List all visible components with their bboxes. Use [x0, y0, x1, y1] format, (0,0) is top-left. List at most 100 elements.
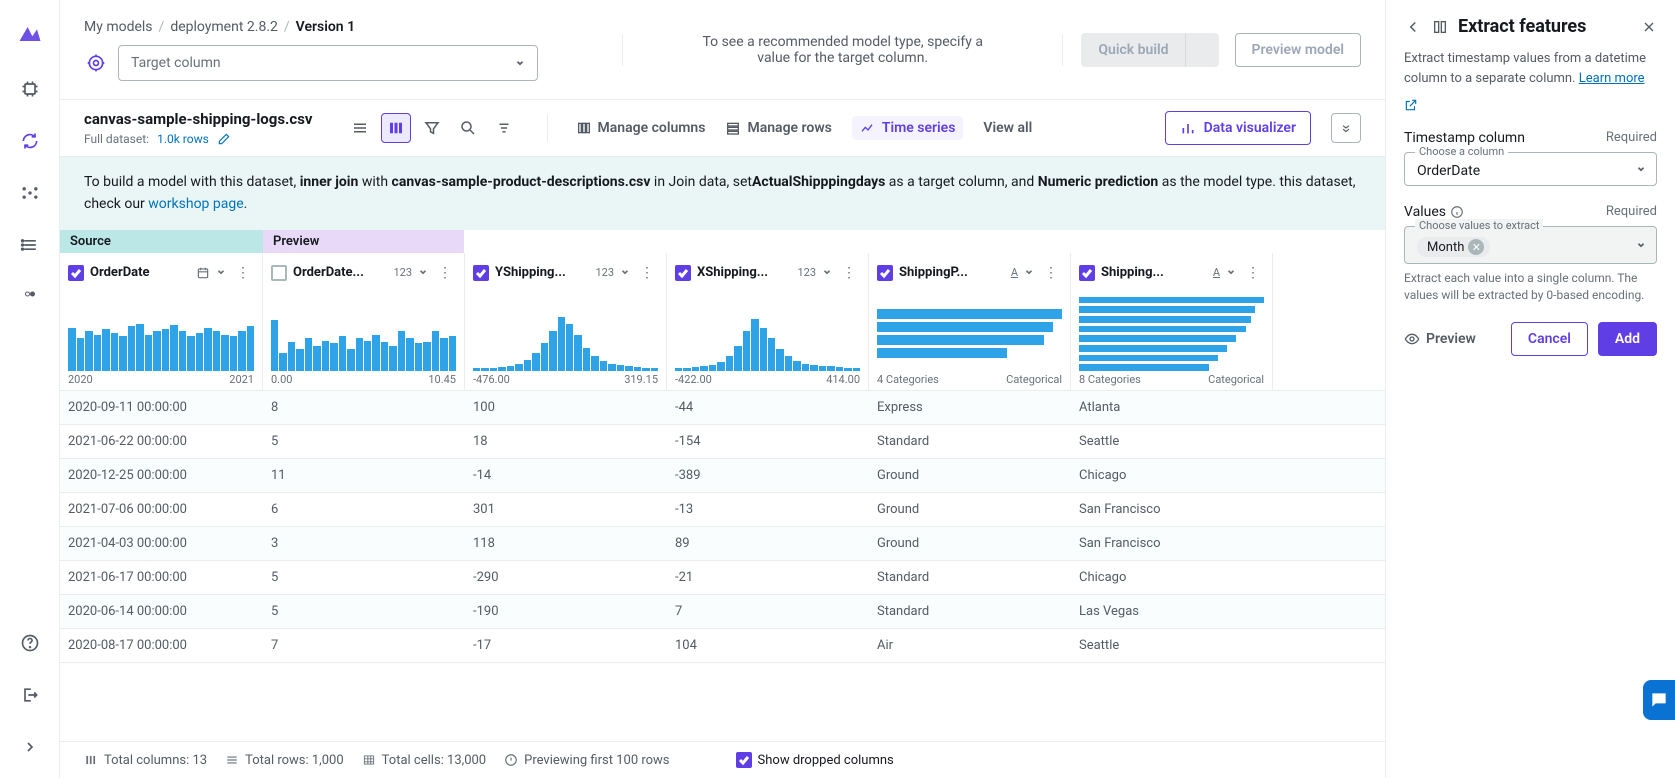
chevron-down-icon[interactable] [418, 265, 428, 281]
value-chip: Month ✕ [1417, 237, 1490, 257]
table-row[interactable]: 2021-06-17 00:00:005-290-21StandardChica… [60, 561, 1385, 595]
table-cell: 2020-06-14 00:00:00 [60, 595, 263, 628]
chevron-down-icon[interactable] [1226, 265, 1236, 281]
rows-link[interactable]: 1.0k rows [157, 132, 209, 146]
manage-columns-button[interactable]: Manage columns [576, 120, 706, 136]
chevron-down-icon[interactable] [822, 265, 832, 281]
sort-icon[interactable] [489, 113, 519, 143]
target-icon [84, 51, 108, 75]
preview-model-button[interactable]: Preview model [1235, 33, 1361, 67]
table-row[interactable]: 2020-06-14 00:00:005-1907StandardLas Veg… [60, 595, 1385, 629]
chip-remove-icon[interactable]: ✕ [1468, 239, 1484, 255]
table-cell: Standard [869, 561, 1071, 594]
table-cell: Seattle [1071, 425, 1273, 458]
chevron-down-icon[interactable] [1024, 265, 1034, 281]
filter-icon[interactable] [417, 113, 447, 143]
sparkline [60, 293, 262, 373]
search-icon[interactable] [453, 113, 483, 143]
column-menu-icon[interactable]: ⋮ [1040, 265, 1062, 281]
table-cell: Standard [869, 425, 1071, 458]
help-icon[interactable] [19, 632, 41, 654]
total-cells-stat: Total cells: 13,000 [362, 753, 486, 768]
column-menu-icon[interactable]: ⋮ [232, 265, 254, 281]
pencil-icon[interactable] [217, 132, 231, 146]
column-checkbox[interactable] [1079, 265, 1095, 281]
manage-rows-button[interactable]: Manage rows [725, 120, 831, 136]
table-cell: 5 [263, 595, 465, 628]
column-menu-icon[interactable]: ⋮ [636, 265, 658, 281]
table-cell: Ground [869, 459, 1071, 492]
table-row[interactable]: 2021-06-22 00:00:00518-154StandardSeattl… [60, 425, 1385, 459]
table-cell: 2021-04-03 00:00:00 [60, 527, 263, 560]
table-cell: 2021-07-06 00:00:00 [60, 493, 263, 526]
table-cell: 7 [263, 629, 465, 662]
chip-icon[interactable] [19, 78, 41, 100]
values-select[interactable]: Choose values to extract Month ✕ [1404, 226, 1657, 264]
sparkline [263, 293, 464, 373]
table-cell: 89 [667, 527, 869, 560]
chevron-down-icon[interactable] [620, 265, 630, 281]
back-arrow-icon[interactable] [1404, 18, 1422, 36]
list-view-icon[interactable] [345, 113, 375, 143]
table-cell: Atlanta [1071, 391, 1273, 424]
table-cell: Ground [869, 527, 1071, 560]
chevron-down-icon[interactable] [216, 265, 226, 281]
table-cell: Ground [869, 493, 1071, 526]
table-row[interactable]: 2020-08-17 00:00:007-17104AirSeattle [60, 629, 1385, 663]
panel-preview-button[interactable]: Preview [1404, 331, 1476, 347]
data-visualizer-button[interactable]: Data visualizer [1165, 111, 1311, 145]
status-footer: Total columns: 13 Total rows: 1,000 Tota… [60, 741, 1385, 778]
view-all-button[interactable]: View all [983, 120, 1032, 136]
close-icon[interactable] [1641, 19, 1657, 35]
sparkline [667, 293, 868, 373]
column-menu-icon[interactable]: ⋮ [838, 265, 860, 281]
table-cell: 301 [465, 493, 667, 526]
table-cell: -190 [465, 595, 667, 628]
nodes-icon[interactable] [19, 182, 41, 204]
logout-icon[interactable] [19, 684, 41, 706]
workshop-link[interactable]: workshop page [148, 196, 243, 212]
table-cell: 18 [465, 425, 667, 458]
column-checkbox[interactable] [68, 265, 84, 281]
toggle-icon[interactable] [19, 286, 41, 308]
table-row[interactable]: 2020-09-11 00:00:008100-44ExpressAtlanta [60, 391, 1385, 425]
breadcrumb-item[interactable]: deployment 2.8.2 [170, 19, 278, 35]
refresh-icon[interactable] [19, 130, 41, 152]
chat-fab-icon[interactable] [1643, 680, 1675, 720]
table-cell: 6 [263, 493, 465, 526]
column-name: XShipping... [697, 265, 791, 280]
total-rows-stat: Total rows: 1,000 [225, 753, 344, 768]
target-column-select[interactable]: Target column [118, 45, 538, 81]
show-dropped-checkbox[interactable]: Show dropped columns [736, 752, 894, 768]
total-columns-stat: Total columns: 13 [84, 753, 207, 768]
extract-features-panel: Extract features Extract timestamp value… [1385, 0, 1675, 778]
time-series-button[interactable]: Time series [852, 116, 964, 140]
list-dense-icon[interactable] [19, 234, 41, 256]
column-checkbox[interactable] [473, 265, 489, 281]
column-name: OrderDate... [293, 265, 387, 280]
cancel-button[interactable]: Cancel [1511, 322, 1588, 356]
more-chevrons-icon[interactable] [1331, 113, 1361, 143]
recommendation-message: To see a recommended model type, specify… [622, 34, 1063, 66]
table-row[interactable]: 2021-04-03 00:00:00311889GroundSan Franc… [60, 527, 1385, 561]
breadcrumb-item[interactable]: My models [84, 19, 153, 35]
table-cell: -21 [667, 561, 869, 594]
info-icon[interactable] [1450, 205, 1464, 219]
add-button[interactable]: Add [1598, 322, 1657, 356]
expand-chevron-icon[interactable] [19, 736, 41, 758]
learn-more-link[interactable]: Learn more [1579, 71, 1645, 86]
column-checkbox[interactable] [675, 265, 691, 281]
external-link-icon[interactable] [1404, 98, 1418, 112]
grid-view-icon[interactable] [381, 113, 411, 143]
column-checkbox[interactable] [877, 265, 893, 281]
column-menu-icon[interactable]: ⋮ [434, 265, 456, 281]
table-row[interactable]: 2021-07-06 00:00:006301-13GroundSan Fran… [60, 493, 1385, 527]
timestamp-column-select[interactable]: Choose a column OrderDate [1404, 152, 1657, 186]
column-name: ShippingP... [899, 265, 1005, 280]
column-name: OrderDate [90, 265, 190, 280]
table-cell: Chicago [1071, 561, 1273, 594]
table-row[interactable]: 2020-12-25 00:00:0011-14-389GroundChicag… [60, 459, 1385, 493]
column-menu-icon[interactable]: ⋮ [1242, 265, 1264, 281]
column-checkbox[interactable] [271, 265, 287, 281]
table-cell: 7 [667, 595, 869, 628]
